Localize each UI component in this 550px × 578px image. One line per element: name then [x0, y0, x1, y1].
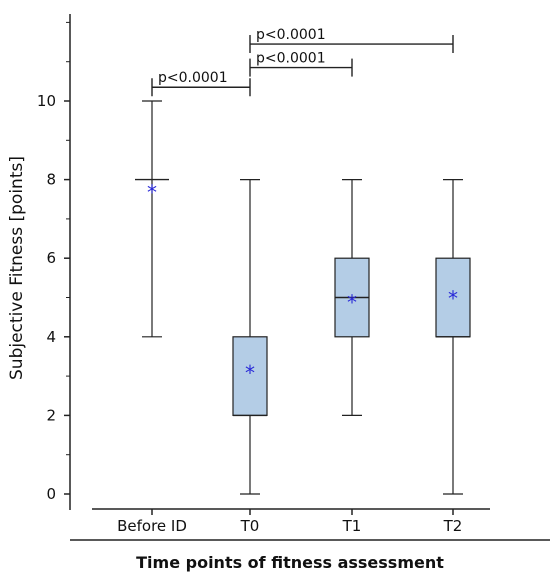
mean-marker: *: [147, 180, 157, 204]
significance-bracket: p<0.0001: [249, 51, 353, 77]
p-value-label: p<0.0001: [256, 51, 326, 67]
box-plot-t0: *: [232, 179, 268, 495]
mean-marker: *: [347, 290, 357, 314]
significance-annotations: p<0.0001 p<0.0001 p<0.0001: [151, 27, 454, 97]
y-axis: 0 2 4 6 8 10: [37, 14, 71, 510]
box-plot-t1: *: [334, 179, 370, 416]
y-axis-title: Subjective Fitness [points]: [7, 156, 27, 380]
x-tick-label: T2: [443, 517, 463, 535]
x-axis: Before ID T0 T1 T2: [92, 508, 490, 535]
mean-marker: *: [245, 361, 255, 385]
box-iqr: [232, 336, 268, 416]
box-plot-before-id: *: [135, 100, 169, 338]
y-tick-label: 8: [46, 171, 56, 189]
box-plot-t2: *: [435, 179, 471, 495]
boxes: * * * *: [135, 100, 471, 495]
x-tick-label: T0: [240, 517, 260, 535]
y-tick-label: 10: [37, 92, 56, 110]
y-tick-label: 4: [46, 328, 56, 346]
box-iqr: [435, 257, 471, 338]
significance-bracket: p<0.0001: [151, 70, 251, 97]
x-tick-label: Before ID: [117, 517, 187, 535]
y-tick-label: 6: [46, 249, 56, 267]
y-tick-label: 2: [46, 406, 56, 424]
p-value-label: p<0.0001: [256, 27, 326, 43]
x-tick-label: T1: [342, 517, 362, 535]
y-tick-label: 0: [46, 485, 56, 503]
p-value-label: p<0.0001: [158, 70, 228, 86]
x-axis-title: Time points of fitness assessment: [136, 553, 444, 572]
mean-marker: *: [448, 287, 458, 311]
significance-bracket: p<0.0001: [249, 27, 454, 54]
